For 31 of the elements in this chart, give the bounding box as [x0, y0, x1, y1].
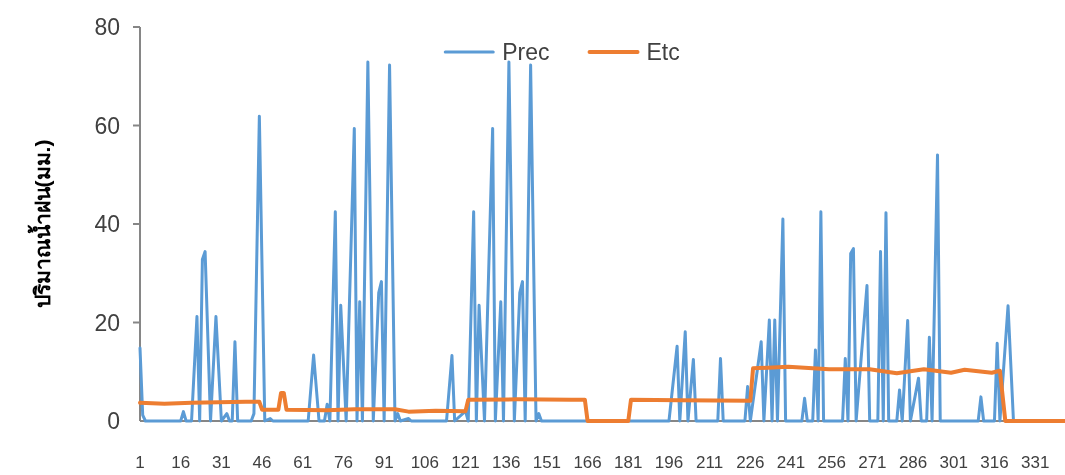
x-tick-label: 1: [135, 453, 145, 472]
y-tick-label: 20: [94, 309, 120, 336]
x-tick-label: 211: [696, 453, 724, 472]
x-tick-label: 46: [252, 453, 272, 472]
x-tick-label: 271: [858, 453, 887, 472]
x-tick-label: 16: [171, 453, 191, 472]
x-tick-label: 166: [573, 453, 602, 472]
x-tick-label: 241: [776, 453, 806, 472]
x-tick-label: 121: [451, 453, 480, 472]
legend-label: Prec: [502, 39, 550, 65]
x-tick-label: 76: [333, 453, 353, 472]
x-tick-label: 256: [817, 453, 846, 472]
x-tick-label: 331: [1020, 453, 1050, 472]
x-tick-label: 61: [293, 453, 313, 472]
legend-label: Etc: [646, 39, 680, 65]
y-tick-label: 80: [94, 14, 120, 40]
y-tick-label: 40: [94, 211, 120, 237]
x-tick-label: 106: [410, 453, 440, 472]
x-tick-label: 151: [532, 453, 562, 472]
x-tick-label: 136: [492, 453, 521, 472]
y-tick-label: 0: [107, 408, 120, 434]
y-tick-label: 60: [94, 112, 120, 139]
x-tick-label: 91: [374, 453, 394, 472]
x-tick-label: 196: [654, 453, 684, 472]
x-tick-label: 226: [736, 453, 765, 472]
x-tick-label: 31: [211, 453, 231, 472]
x-tick-label: 316: [980, 453, 1009, 472]
y-axis-title: ปริมาณน้ำฝน(มม.): [27, 139, 54, 309]
x-tick-label: 181: [614, 453, 643, 472]
x-tick-label: 286: [898, 453, 928, 472]
x-tick-label: 301: [939, 453, 968, 472]
